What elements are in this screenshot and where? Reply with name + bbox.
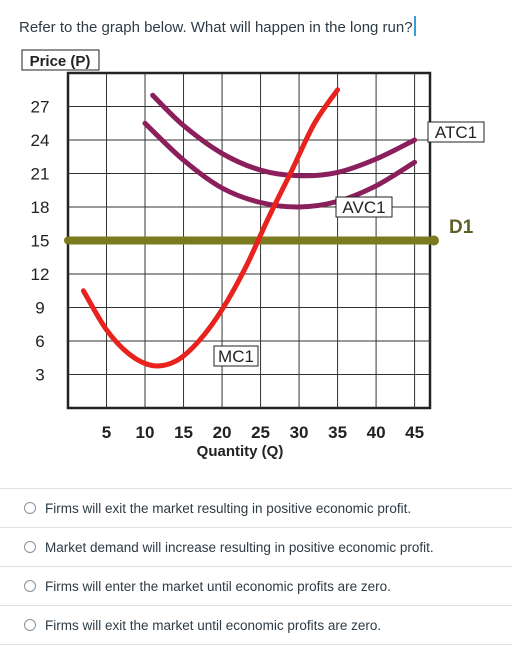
x-tick-label: 10 [136,423,155,442]
question-text: Refer to the graph below. What will happ… [19,16,416,36]
y-tick-label: 24 [31,131,50,150]
x-tick-label: 25 [251,423,270,442]
atc-label: ATC1 [435,123,477,142]
y-tick-label: 27 [31,98,50,117]
x-tick-label: 5 [102,423,111,442]
x-tick-label: 20 [213,423,232,442]
y-tick-label: 12 [31,265,50,284]
y-tick-label: 3 [35,366,44,385]
chart-curves [64,87,439,369]
radio-button[interactable] [24,619,36,631]
demand-label: D1 [449,217,474,238]
curve-atc1 [150,92,418,179]
x-tick-label: 30 [290,423,309,442]
y-tick-label: 6 [35,332,44,351]
mc-label-box [213,345,259,367]
curve-mc1 [80,87,341,369]
avc-label-box [335,196,393,218]
demand-line-endpoint [429,235,439,246]
answer-option-1[interactable]: Firms will exit the market resulting in … [0,488,512,527]
atc-label-box [427,121,485,143]
x-tick-label: 15 [174,423,193,442]
answer-option-4[interactable]: Firms will exit the market until economi… [0,605,512,645]
curve-avc1 [142,120,418,210]
y-axis-title-box [21,49,100,71]
x-axis-title: Quantity (Q) [197,443,284,460]
answer-option-label: Firms will exit the market until economi… [45,617,382,633]
answer-option-label: Firms will exit the market resulting in … [45,500,412,516]
y-tick-label: 18 [31,198,50,217]
x-tick-label: 35 [328,423,347,442]
radio-button[interactable] [24,580,36,592]
y-axis-title: Price (P) [30,53,91,70]
radio-button[interactable] [24,502,36,514]
radio-button[interactable] [24,541,36,553]
answer-option-3[interactable]: Firms will enter the market until econom… [0,566,512,605]
answer-option-label: Firms will enter the market until econom… [45,578,391,594]
x-tick-label: 40 [367,423,386,442]
answer-option-label: Market demand will increase resulting in… [45,539,434,555]
answer-option-2[interactable]: Market demand will increase resulting in… [0,527,512,566]
avc-label: AVC1 [342,198,385,217]
mc-label: MC1 [218,347,254,366]
question-prompt: Refer to the graph below. What will happ… [19,19,413,36]
text-cursor [413,16,416,36]
x-tick-label: 45 [405,423,424,442]
y-tick-label: 15 [31,232,50,251]
y-tick-label: 21 [31,165,50,184]
y-tick-label: 9 [35,299,44,318]
answer-options: Firms will exit the market resulting in … [0,488,512,645]
